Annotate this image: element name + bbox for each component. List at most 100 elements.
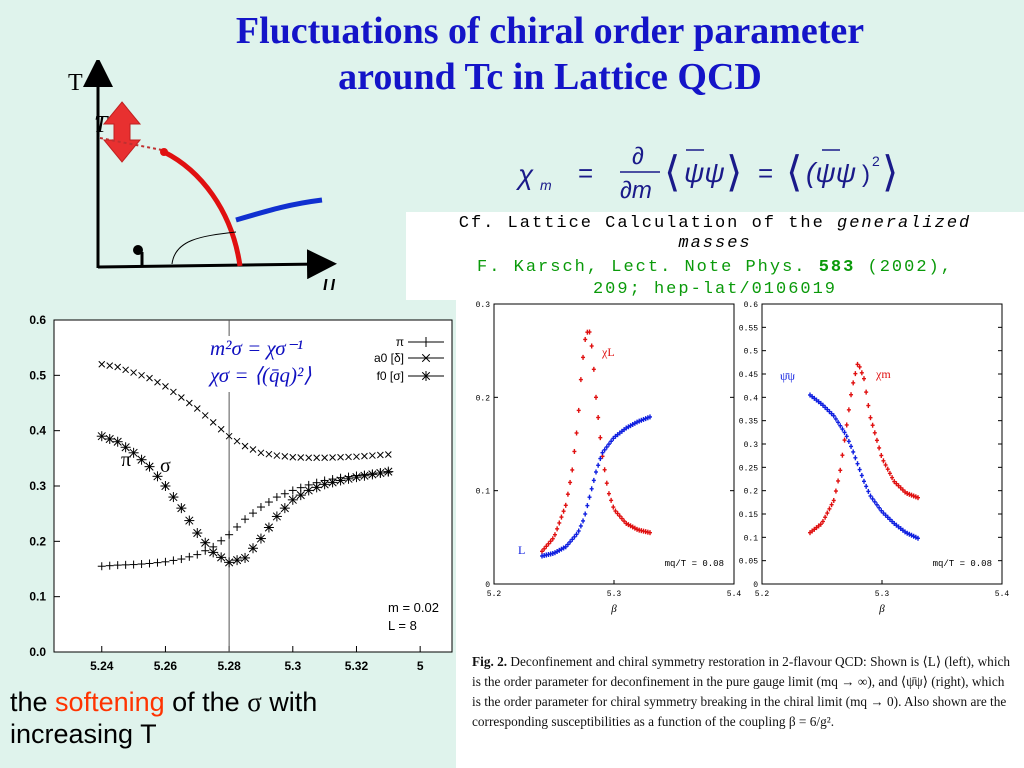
data-point bbox=[648, 530, 652, 536]
data-point bbox=[874, 437, 879, 443]
data-point bbox=[271, 511, 282, 522]
mu-axis-label: μ bbox=[321, 268, 336, 290]
y-tick-label: 0 bbox=[485, 581, 490, 590]
data-point bbox=[816, 523, 821, 529]
data-point bbox=[548, 538, 553, 544]
data-point bbox=[225, 530, 234, 539]
y-tick-label: 0.4 bbox=[29, 424, 46, 438]
data-point bbox=[594, 469, 598, 475]
data-point bbox=[311, 482, 322, 493]
data-point bbox=[903, 529, 908, 535]
data-point bbox=[208, 547, 219, 558]
data-point bbox=[870, 422, 875, 428]
data-point bbox=[572, 534, 577, 540]
softening-note: the softening of the σ with increasing T bbox=[10, 687, 318, 749]
data-point bbox=[367, 469, 378, 480]
data-point bbox=[894, 522, 899, 528]
data-point bbox=[589, 486, 594, 492]
data-point bbox=[256, 503, 265, 512]
data-point bbox=[851, 449, 856, 455]
data-point bbox=[265, 450, 273, 458]
data-point bbox=[185, 399, 193, 407]
data-point bbox=[128, 447, 139, 458]
data-point bbox=[820, 518, 825, 524]
data-point bbox=[641, 416, 646, 422]
data-point bbox=[613, 433, 618, 439]
data-point bbox=[900, 487, 905, 493]
data-point bbox=[898, 526, 903, 532]
data-point bbox=[823, 514, 828, 520]
y-tick-label: 0.35 bbox=[739, 418, 758, 427]
data-point bbox=[868, 493, 873, 499]
data-point bbox=[916, 495, 920, 501]
y-tick-label: 0.5 bbox=[744, 348, 759, 357]
data-point bbox=[643, 416, 648, 422]
data-point bbox=[345, 453, 352, 461]
data-point bbox=[154, 378, 161, 386]
data-point bbox=[870, 496, 875, 502]
data-point bbox=[864, 389, 869, 395]
data-point bbox=[911, 493, 916, 499]
data-point bbox=[890, 475, 895, 481]
data-point bbox=[568, 479, 573, 485]
data-point bbox=[122, 366, 129, 374]
data-point bbox=[225, 432, 233, 440]
data-point bbox=[877, 445, 882, 451]
data-point bbox=[369, 452, 376, 459]
data-point bbox=[570, 536, 575, 542]
data-point bbox=[604, 480, 609, 486]
x-tick-label: 5.3 bbox=[875, 590, 890, 599]
data-point bbox=[857, 364, 862, 370]
first-order-line bbox=[162, 149, 243, 267]
data-point bbox=[563, 502, 568, 508]
data-point bbox=[628, 523, 633, 529]
data-point bbox=[281, 453, 289, 460]
data-point bbox=[168, 492, 179, 503]
reference-box: Cf. Lattice Calculation of the generaliz… bbox=[406, 212, 1024, 300]
data-point bbox=[327, 477, 338, 488]
data-point bbox=[375, 467, 386, 478]
pi-label: π bbox=[121, 449, 131, 471]
data-point bbox=[862, 478, 866, 484]
data-point bbox=[576, 407, 581, 413]
data-point bbox=[193, 550, 202, 559]
y-tick-label: 0.15 bbox=[739, 511, 758, 520]
data-point bbox=[611, 504, 616, 510]
data-point bbox=[217, 425, 225, 433]
y-tick-label: 0.45 bbox=[739, 371, 758, 380]
x-tick-label: 5.4 bbox=[995, 590, 1010, 599]
data-point bbox=[862, 376, 866, 382]
data-point bbox=[602, 467, 607, 473]
reference-line-3: F. Karsch, Lect. Note Phys. 583 (2002), bbox=[477, 258, 953, 277]
t-axis-label: T bbox=[68, 70, 83, 96]
title-line-1: Fluctuations of chiral order parameter bbox=[235, 10, 865, 52]
data-point bbox=[855, 361, 860, 367]
y-tick-label: 0.3 bbox=[29, 479, 46, 493]
data-point bbox=[600, 450, 605, 456]
y-tick-label: 0.6 bbox=[29, 313, 46, 327]
data-point bbox=[240, 552, 251, 563]
order-parameter-label: ψ̄ψ bbox=[780, 369, 796, 383]
data-point bbox=[572, 448, 577, 454]
data-point bbox=[587, 329, 592, 335]
data-point bbox=[849, 392, 854, 398]
data-point bbox=[836, 478, 841, 484]
data-point bbox=[555, 526, 560, 532]
data-point bbox=[359, 470, 370, 481]
reference-line-4: 209; hep-lat/0106019 bbox=[592, 280, 838, 299]
data-point bbox=[578, 523, 583, 529]
data-point bbox=[617, 513, 622, 519]
data-point bbox=[540, 548, 544, 554]
data-point bbox=[825, 406, 830, 412]
data-point bbox=[818, 400, 823, 406]
data-point bbox=[840, 452, 845, 458]
legend-label: a0 [δ] bbox=[374, 351, 404, 365]
data-point bbox=[820, 402, 825, 408]
mass-formula-line-2: χσ = ⟨(q̄q)²⟩ bbox=[210, 363, 312, 387]
psi-psi-2: (ψψ bbox=[806, 157, 856, 188]
data-point bbox=[335, 475, 346, 486]
data-point bbox=[851, 380, 856, 386]
data-point bbox=[578, 377, 583, 383]
data-point bbox=[635, 419, 640, 425]
equals-2: = bbox=[758, 158, 773, 188]
